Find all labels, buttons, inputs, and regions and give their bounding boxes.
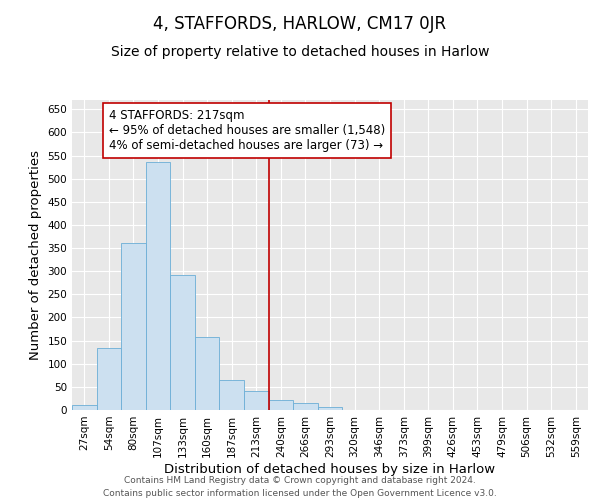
Bar: [244, 392, 269, 410]
Bar: [170, 275, 195, 410]
Bar: [318, 407, 342, 410]
Text: 4, STAFFORDS, HARLOW, CM17 0JR: 4, STAFFORDS, HARLOW, CM17 0JR: [154, 15, 446, 33]
Bar: [97, 348, 121, 410]
Text: Size of property relative to detached houses in Harlow: Size of property relative to detached ho…: [111, 45, 489, 59]
Bar: [220, 380, 244, 410]
Bar: [146, 162, 170, 410]
Bar: [195, 337, 220, 410]
Bar: [72, 406, 97, 410]
Text: 4 STAFFORDS: 217sqm
← 95% of detached houses are smaller (1,548)
4% of semi-deta: 4 STAFFORDS: 217sqm ← 95% of detached ho…: [109, 110, 385, 152]
Text: Contains HM Land Registry data © Crown copyright and database right 2024.
Contai: Contains HM Land Registry data © Crown c…: [103, 476, 497, 498]
X-axis label: Distribution of detached houses by size in Harlow: Distribution of detached houses by size …: [164, 462, 496, 475]
Bar: [269, 400, 293, 410]
Y-axis label: Number of detached properties: Number of detached properties: [29, 150, 42, 360]
Bar: [293, 403, 318, 410]
Bar: [121, 244, 146, 410]
